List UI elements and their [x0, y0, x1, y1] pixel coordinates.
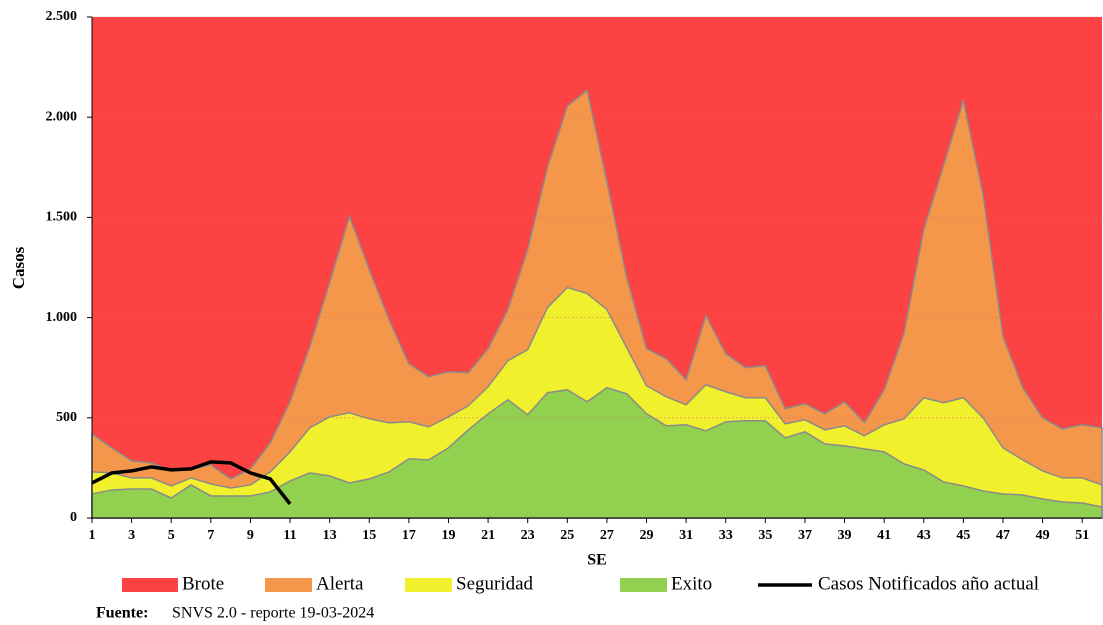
x-axis-label: SE — [587, 552, 607, 569]
x-tick-label: 51 — [1075, 528, 1089, 543]
x-tick-label: 21 — [481, 528, 495, 543]
legend-label: Casos Notificados año actual — [818, 573, 1039, 594]
x-tick-label: 39 — [838, 528, 852, 543]
x-tick-label: 1 — [89, 528, 96, 543]
x-tick-label: 35 — [758, 528, 772, 543]
x-tick-label: 9 — [247, 528, 254, 543]
legend-label: Alerta — [316, 573, 364, 594]
legend-swatch — [265, 578, 312, 592]
y-tick-label: 500 — [56, 410, 77, 425]
y-axis-label: Casos — [9, 246, 28, 289]
x-tick-label: 13 — [323, 528, 337, 543]
line — [91, 460, 292, 506]
x-tick-label: 45 — [956, 528, 970, 543]
x-tick-label: 15 — [362, 528, 376, 543]
legend-label: Seguridad — [456, 573, 534, 594]
x-tick-label: 49 — [1036, 528, 1050, 543]
y-tick-label: 2.000 — [46, 109, 78, 124]
legend-swatch — [122, 578, 178, 592]
x-tick-label: 11 — [283, 528, 296, 543]
y-tick-label: 0 — [70, 510, 77, 525]
y-tick-label: 1.500 — [46, 210, 78, 225]
x-tick-label: 17 — [402, 528, 416, 543]
y-tick-label: 2.500 — [46, 9, 78, 24]
legend-label: Exito — [671, 573, 712, 594]
x-tick-label: 25 — [560, 528, 574, 543]
x-tick-label: 27 — [600, 528, 614, 543]
x-tick-label: 23 — [521, 528, 535, 543]
x-tick-label: 37 — [798, 528, 812, 543]
legend-label: Brote — [182, 573, 224, 594]
x-tick-label: 33 — [719, 528, 733, 543]
x-tick-label: 5 — [168, 528, 175, 543]
x-tick-label: 29 — [640, 528, 654, 543]
x-tick-label: 7 — [207, 528, 214, 543]
legend-swatch — [405, 578, 452, 592]
x-tick-label: 43 — [917, 528, 931, 543]
x-tick-label: 47 — [996, 528, 1010, 543]
y-tick-label: 1.000 — [46, 310, 78, 325]
legend-swatch — [620, 578, 667, 592]
x-tick-label: 3 — [128, 528, 135, 543]
source-text: SNVS 2.0 - reporte 19-03-2024 — [172, 605, 374, 622]
area — [91, 386, 1103, 519]
x-tick-label: 31 — [679, 528, 693, 543]
source-label: Fuente: — [96, 605, 148, 622]
x-tick-label: 19 — [441, 528, 455, 543]
x-tick-label: 41 — [877, 528, 891, 543]
